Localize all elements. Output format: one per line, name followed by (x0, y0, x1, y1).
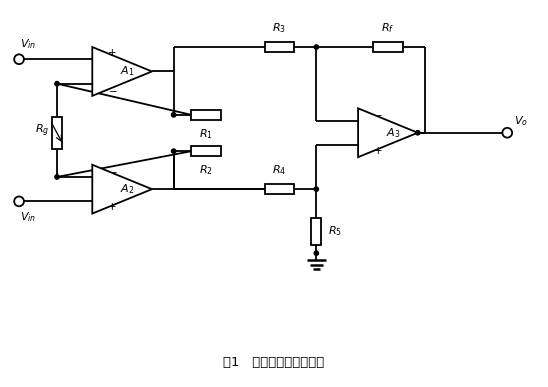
Text: $R_5$: $R_5$ (328, 224, 342, 238)
Circle shape (172, 149, 176, 153)
Circle shape (314, 45, 318, 49)
Bar (191, 110, 221, 120)
Text: $R_3$: $R_3$ (272, 21, 287, 35)
Text: $V_o$: $V_o$ (514, 115, 528, 128)
Circle shape (314, 251, 318, 255)
Circle shape (55, 82, 59, 86)
Text: $V_{in}$: $V_{in}$ (20, 210, 36, 224)
Text: $R_2$: $R_2$ (199, 163, 213, 177)
Polygon shape (92, 47, 152, 96)
Text: $-$: $-$ (107, 85, 117, 95)
Bar (265, 42, 294, 52)
Text: $A_3$: $A_3$ (386, 126, 401, 140)
Text: $R_1$: $R_1$ (199, 127, 213, 140)
Circle shape (314, 187, 318, 191)
Bar (373, 42, 403, 52)
Polygon shape (92, 165, 152, 214)
Text: $A_2$: $A_2$ (121, 182, 135, 196)
Text: +: + (374, 146, 383, 156)
Text: $-$: $-$ (107, 166, 117, 176)
Text: $R_4$: $R_4$ (272, 163, 287, 177)
Text: 图1   仪表放大器典型结构: 图1 仪表放大器典型结构 (224, 356, 324, 369)
Text: $V_{in}$: $V_{in}$ (20, 37, 36, 51)
Bar (265, 184, 294, 194)
Text: +: + (108, 202, 117, 212)
Text: $R_f$: $R_f$ (381, 21, 395, 35)
Bar (311, 218, 321, 245)
Circle shape (415, 130, 420, 135)
Circle shape (172, 113, 176, 117)
Text: $A_1$: $A_1$ (121, 65, 135, 78)
Bar (191, 146, 221, 156)
Bar (52, 117, 62, 149)
Circle shape (55, 175, 59, 179)
Text: +: + (108, 48, 117, 58)
Text: $-$: $-$ (373, 110, 383, 120)
Polygon shape (358, 108, 418, 157)
Text: $R_g$: $R_g$ (35, 122, 49, 139)
